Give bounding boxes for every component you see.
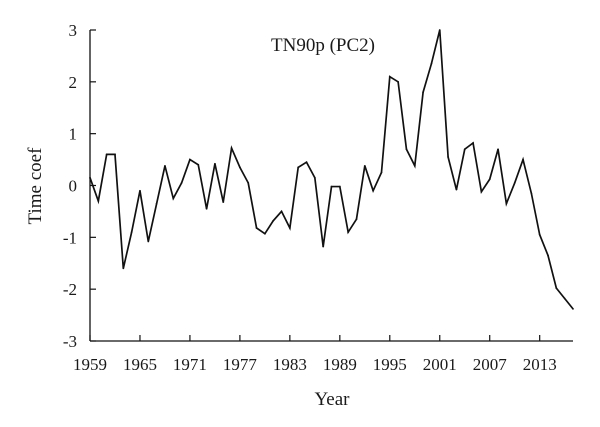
data-point [97, 200, 100, 202]
axes: 1959 1965 1971 1977 1983 1989 1995 2001 2007 2013… [63, 21, 573, 374]
x-tick-label: 1959 [73, 355, 107, 374]
data-point [422, 91, 424, 94]
data-point [505, 202, 508, 205]
x-tick-label: 2013 [523, 355, 557, 374]
data-point [255, 227, 258, 229]
data-point [438, 29, 441, 31]
data-point [530, 192, 533, 195]
data-point [405, 148, 408, 151]
y-tick-label: -1 [63, 228, 77, 247]
data-point [388, 75, 391, 78]
series [89, 29, 574, 310]
data-point [413, 164, 416, 167]
data-point [372, 189, 374, 192]
data-point [522, 158, 524, 161]
data-point [222, 201, 225, 203]
data-point [114, 153, 116, 156]
x-tick-label: 2001 [423, 355, 457, 374]
data-point [572, 308, 574, 310]
data-point [463, 148, 466, 151]
y-tick-label: 2 [69, 73, 78, 92]
data-point [147, 240, 150, 243]
data-point [289, 227, 291, 229]
data-point [172, 197, 175, 200]
data-point [347, 231, 350, 233]
data-point [563, 297, 566, 300]
data-point [355, 218, 358, 221]
data-point [305, 161, 308, 164]
chart-title: TN90p (PC2) [271, 35, 375, 56]
data-point [538, 233, 541, 236]
y-tick-label: 3 [69, 21, 78, 40]
x-ticks: 1959 1965 1971 1977 1983 1989 1995 2001 2007 2013 [73, 335, 557, 374]
data-point [380, 171, 383, 174]
data-point [480, 190, 483, 193]
x-tick-label: 1965 [123, 355, 157, 374]
data-point [272, 219, 275, 222]
data-point [130, 231, 133, 233]
y-ticks: 3 2 1 0 -1 -2 -3 [63, 21, 96, 351]
x-axis-label: Year [314, 389, 350, 410]
x-tick-label: 1977 [223, 355, 258, 374]
data-point [197, 163, 200, 166]
y-tick-label: 0 [69, 177, 78, 196]
data-point [247, 182, 250, 184]
data-point [180, 182, 183, 184]
data-point [363, 164, 366, 167]
data-point [105, 153, 108, 156]
data-point [230, 147, 233, 150]
data-point [430, 62, 433, 65]
data-point [555, 287, 558, 289]
x-tick-label: 2007 [473, 355, 508, 374]
data-point [488, 178, 491, 181]
x-tick-label: 1971 [173, 355, 207, 374]
y-axis-label: Time coef [25, 147, 46, 225]
data-point [155, 202, 158, 205]
data-point [313, 176, 316, 179]
x-tick-label: 1995 [373, 355, 407, 374]
data-point [89, 176, 91, 179]
data-point [497, 148, 499, 151]
data-point [338, 185, 341, 188]
data-point [455, 188, 458, 191]
data-point [122, 267, 125, 270]
data-point [189, 158, 191, 161]
data-point [214, 162, 216, 165]
data-point [139, 189, 141, 192]
data-point [513, 182, 516, 184]
data-point [447, 156, 449, 158]
data-point [264, 232, 266, 235]
data-point [547, 254, 549, 257]
y-tick-label: -2 [63, 280, 77, 299]
data-point [297, 166, 300, 169]
data-point [205, 207, 208, 210]
x-tick-label: 1989 [323, 355, 357, 374]
data-point [322, 245, 325, 248]
x-tick-label: 1983 [273, 355, 307, 374]
data-point [164, 164, 166, 167]
data-point [397, 80, 399, 83]
data-point [280, 210, 283, 213]
y-tick-label: -3 [63, 332, 77, 351]
data-point [330, 185, 333, 188]
data-point [239, 166, 241, 169]
y-tick-label: 1 [69, 125, 78, 144]
data-point [472, 142, 474, 144]
